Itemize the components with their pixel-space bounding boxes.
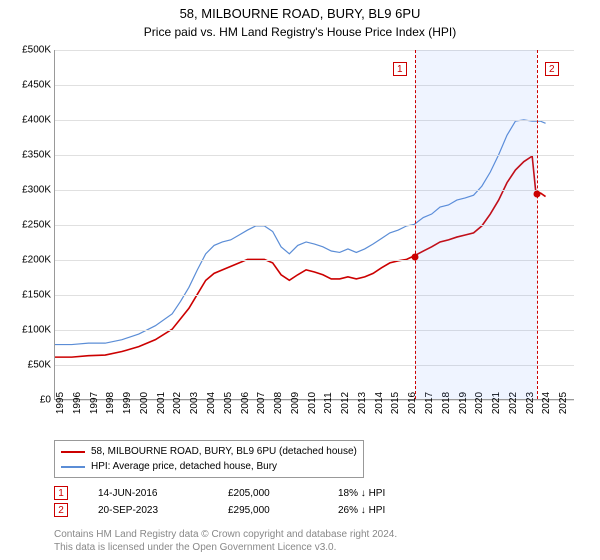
legend-label: 58, MILBOURNE ROAD, BURY, BL9 6PU (detac… bbox=[91, 444, 357, 459]
legend: 58, MILBOURNE ROAD, BURY, BL9 6PU (detac… bbox=[54, 440, 574, 517]
transaction-date: 14-JUN-2016 bbox=[98, 488, 198, 499]
legend-entry: HPI: Average price, detached house, Bury bbox=[61, 459, 357, 474]
y-axis-label: £450K bbox=[22, 80, 51, 91]
x-axis-label: 2004 bbox=[206, 392, 217, 414]
chart-title: 58, MILBOURNE ROAD, BURY, BL9 6PU bbox=[0, 0, 600, 23]
y-axis-label: £250K bbox=[22, 220, 51, 231]
transaction-marker-label: 1 bbox=[393, 62, 407, 76]
x-axis-label: 1998 bbox=[105, 392, 116, 414]
ownership-shade-band bbox=[415, 50, 537, 399]
footnote-line1: Contains HM Land Registry data © Crown c… bbox=[54, 528, 397, 541]
x-axis-label: 2013 bbox=[357, 392, 368, 414]
x-axis-label: 2001 bbox=[156, 392, 167, 414]
transaction-price: £205,000 bbox=[228, 488, 308, 499]
legend-box: 58, MILBOURNE ROAD, BURY, BL9 6PU (detac… bbox=[54, 440, 364, 478]
y-axis-label: £300K bbox=[22, 185, 51, 196]
transaction-price: £295,000 bbox=[228, 505, 308, 516]
x-axis-label: 2009 bbox=[290, 392, 301, 414]
footnote-line2: This data is licensed under the Open Gov… bbox=[54, 541, 397, 554]
transaction-hpi-diff: 18% ↓ HPI bbox=[338, 488, 385, 499]
transaction-id-box: 2 bbox=[54, 503, 68, 517]
transaction-row: 2 20-SEP-2023 £295,000 26% ↓ HPI bbox=[54, 503, 574, 517]
transaction-marker-label: 2 bbox=[545, 62, 559, 76]
legend-swatch bbox=[61, 451, 85, 453]
x-axis-label: 2000 bbox=[139, 392, 150, 414]
x-axis-label: 1999 bbox=[122, 392, 133, 414]
chart-container: 58, MILBOURNE ROAD, BURY, BL9 6PU Price … bbox=[0, 0, 600, 560]
y-axis-label: £50K bbox=[28, 360, 51, 371]
x-axis-label: 2012 bbox=[340, 392, 351, 414]
x-axis-label: 2024 bbox=[541, 392, 552, 414]
legend-swatch bbox=[61, 466, 85, 468]
transaction-row: 1 14-JUN-2016 £205,000 18% ↓ HPI bbox=[54, 486, 574, 500]
y-axis-label: £200K bbox=[22, 255, 51, 266]
x-axis-label: 2015 bbox=[390, 392, 401, 414]
x-axis-label: 2007 bbox=[256, 392, 267, 414]
y-axis-label: £500K bbox=[22, 45, 51, 56]
transaction-hpi-diff: 26% ↓ HPI bbox=[338, 505, 385, 516]
y-axis-label: £150K bbox=[22, 290, 51, 301]
x-axis-label: 1997 bbox=[89, 392, 100, 414]
plot-area: £0£50K£100K£150K£200K£250K£300K£350K£400… bbox=[54, 50, 574, 400]
y-axis-label: £100K bbox=[22, 325, 51, 336]
transaction-date: 20-SEP-2023 bbox=[98, 505, 198, 516]
footnote: Contains HM Land Registry data © Crown c… bbox=[54, 528, 397, 554]
y-axis-label: £0 bbox=[40, 395, 51, 406]
x-axis-label: 2006 bbox=[240, 392, 251, 414]
transaction-point bbox=[411, 253, 418, 260]
chart-subtitle: Price paid vs. HM Land Registry's House … bbox=[0, 23, 600, 39]
transaction-marker-line bbox=[537, 50, 538, 399]
transaction-marker-line bbox=[415, 50, 416, 399]
x-axis-label: 2025 bbox=[558, 392, 569, 414]
y-axis-label: £350K bbox=[22, 150, 51, 161]
x-axis-label: 2014 bbox=[374, 392, 385, 414]
transaction-point bbox=[533, 190, 540, 197]
transaction-rows: 1 14-JUN-2016 £205,000 18% ↓ HPI 2 20-SEP-202… bbox=[54, 486, 574, 517]
x-axis-label: 2003 bbox=[189, 392, 200, 414]
y-axis-label: £400K bbox=[22, 115, 51, 126]
x-axis-label: 1996 bbox=[72, 392, 83, 414]
x-axis-label: 2010 bbox=[307, 392, 318, 414]
x-axis-label: 1995 bbox=[55, 392, 66, 414]
legend-entry: 58, MILBOURNE ROAD, BURY, BL9 6PU (detac… bbox=[61, 444, 357, 459]
x-axis-label: 2002 bbox=[172, 392, 183, 414]
x-axis-label: 2011 bbox=[323, 392, 334, 414]
legend-label: HPI: Average price, detached house, Bury bbox=[91, 459, 277, 474]
x-axis-label: 2005 bbox=[223, 392, 234, 414]
transaction-id-box: 1 bbox=[54, 486, 68, 500]
x-axis-label: 2008 bbox=[273, 392, 284, 414]
